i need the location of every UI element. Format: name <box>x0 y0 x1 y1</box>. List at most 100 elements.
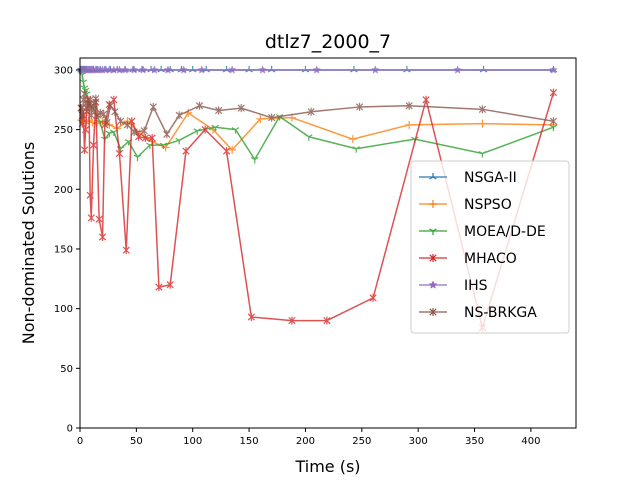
legend-label: MHACO <box>464 251 517 267</box>
data-point <box>116 117 125 126</box>
data-point <box>422 95 430 104</box>
data-point <box>355 102 364 111</box>
data-point <box>405 101 413 110</box>
x-tick-label: 250 <box>352 436 371 447</box>
legend-label: NS-BRKGA <box>464 305 537 321</box>
data-point <box>89 141 98 150</box>
x-tick-label: 300 <box>409 436 428 447</box>
series-layer <box>76 65 558 332</box>
data-point <box>80 145 89 154</box>
data-point <box>129 65 139 74</box>
y-tick-label: 250 <box>54 125 73 136</box>
legend-marker <box>429 228 437 235</box>
data-point <box>120 65 130 74</box>
legend-marker <box>429 173 437 180</box>
data-point <box>201 125 209 134</box>
x-tick-label: 50 <box>130 436 143 447</box>
data-point <box>122 246 130 255</box>
legend-label: IHS <box>464 278 488 294</box>
data-point <box>115 149 124 158</box>
data-point <box>549 65 558 74</box>
data-point <box>268 113 276 122</box>
data-point <box>215 106 223 115</box>
series-ihs <box>76 65 558 74</box>
x-tick-label: 100 <box>183 436 202 447</box>
data-point <box>80 89 89 98</box>
data-point <box>370 65 380 74</box>
y-tick-label: 150 <box>54 244 73 255</box>
series-ns-brkga <box>77 89 558 139</box>
data-point <box>305 134 313 141</box>
plot-frame <box>79 57 577 429</box>
data-point <box>87 213 95 222</box>
y-axis-title: Non-dominated Solutions <box>19 142 38 344</box>
data-point <box>405 120 414 129</box>
data-point <box>149 102 157 111</box>
y-tick-label: 0 <box>67 424 73 435</box>
data-point <box>231 127 240 134</box>
legend-label: NSPSO <box>464 197 512 213</box>
data-point <box>549 124 558 132</box>
data-point <box>478 105 487 114</box>
data-point <box>369 293 377 302</box>
data-point <box>82 125 90 134</box>
data-point <box>159 142 168 150</box>
data-point <box>179 65 189 74</box>
data-point <box>195 101 204 110</box>
data-point <box>148 133 156 142</box>
data-point <box>128 117 136 126</box>
data-point <box>307 107 315 116</box>
legend-marker <box>429 254 437 262</box>
data-point <box>111 107 119 116</box>
data-point <box>453 65 463 74</box>
y-tick-label: 200 <box>54 185 73 196</box>
x-axis-title: Time (s) <box>294 457 360 476</box>
data-point <box>228 145 237 154</box>
data-point <box>182 147 190 156</box>
data-point <box>100 110 108 119</box>
data-point <box>123 120 131 129</box>
data-point <box>86 95 94 104</box>
data-point <box>110 95 118 104</box>
data-point <box>256 114 265 123</box>
x-tick-label: 350 <box>465 436 484 447</box>
legend: NSGA-II NSPSO MOEA/D-DE MHACO IHS NS-BRKGA <box>410 160 570 334</box>
legend-entry: MOEA/D-DE <box>419 224 546 240</box>
data-point <box>95 215 103 224</box>
legend-marker <box>429 308 437 316</box>
data-point <box>141 133 150 142</box>
legend-marker <box>428 280 438 289</box>
data-point <box>250 156 259 164</box>
y-tick-label: 300 <box>54 65 73 76</box>
data-point <box>140 126 148 135</box>
data-point <box>478 150 487 158</box>
data-point <box>288 316 296 325</box>
data-point <box>98 233 107 242</box>
data-point <box>247 313 255 321</box>
chart-title: dtlz7_2000_7 <box>265 31 391 53</box>
data-point <box>155 283 163 292</box>
data-point <box>237 104 245 113</box>
data-point <box>227 65 237 74</box>
x-axis: 0 50 100 150 200 250 300 350 400 <box>77 428 540 447</box>
data-point <box>89 101 98 110</box>
data-point <box>86 191 94 200</box>
data-point <box>352 146 360 153</box>
data-point <box>211 124 220 132</box>
x-tick-label: 0 <box>77 436 83 447</box>
data-point <box>130 128 138 136</box>
legend-label: MOEA/D-DE <box>464 224 546 240</box>
data-point <box>222 147 231 156</box>
data-point <box>258 65 268 74</box>
data-point <box>92 94 100 103</box>
data-point <box>87 111 95 120</box>
x-tick-label: 200 <box>296 436 315 447</box>
x-tick-label: 150 <box>240 436 259 447</box>
data-point <box>348 135 357 144</box>
data-point <box>138 65 148 74</box>
legend-entry: IHS <box>419 278 488 294</box>
data-point <box>103 118 111 127</box>
legend-label: NSGA-II <box>464 170 517 186</box>
data-point <box>149 65 159 74</box>
